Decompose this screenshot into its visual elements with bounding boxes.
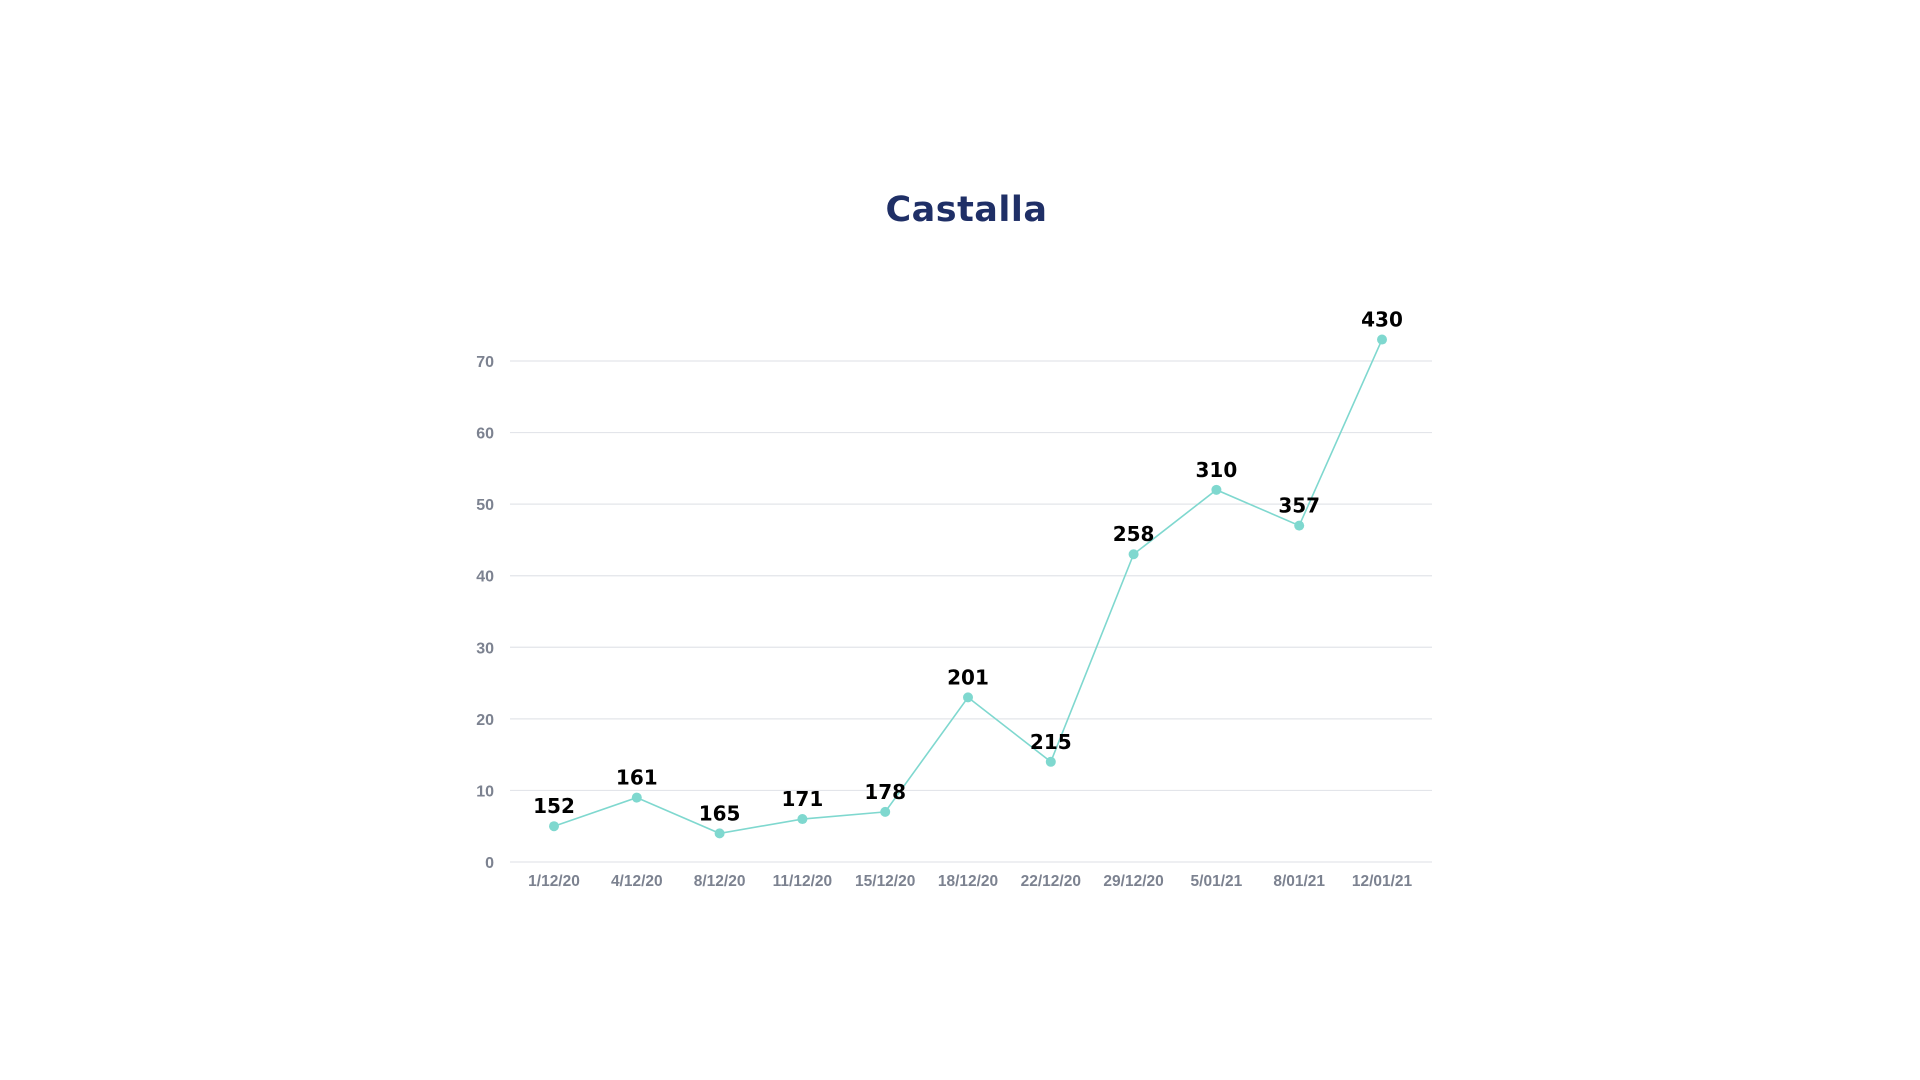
data-point (549, 821, 559, 832)
data-label: 161 (616, 766, 658, 790)
x-tick-label: 11/12/20 (773, 873, 832, 890)
data-point (880, 806, 891, 817)
data-point (1294, 520, 1305, 531)
x-tick-label: 18/12/20 (938, 873, 998, 890)
data-point (631, 792, 642, 803)
data-label: 258 (1113, 522, 1155, 546)
y-tick-label: 40 (476, 569, 494, 586)
x-tick-label: 22/12/20 (1021, 873, 1081, 890)
data-point (714, 828, 725, 839)
y-tick-label: 60 (476, 426, 494, 443)
x-tick-label: 29/12/20 (1103, 873, 1163, 890)
x-tick-label: 12/01/21 (1352, 873, 1413, 890)
series (549, 334, 1387, 839)
data-label: 430 (1361, 308, 1403, 332)
series-line (553, 339, 1383, 835)
data-point (963, 692, 973, 703)
y-tick-label: 10 (476, 783, 494, 800)
y-tick-label: 20 (476, 712, 494, 729)
data-label: 152 (533, 794, 575, 818)
data-label: 310 (1196, 458, 1238, 482)
data-label: 171 (782, 787, 824, 811)
x-tick-label: 4/12/20 (611, 873, 663, 890)
grid (510, 360, 1432, 863)
data-labels: 152 161 165 171 178 201 215 258 310 357 430 (533, 308, 1403, 826)
data-point (1377, 334, 1387, 345)
x-tick-label: 8/01/21 (1273, 873, 1325, 890)
x-tick-label: 1/12/20 (528, 873, 580, 890)
data-label: 357 (1278, 494, 1320, 518)
data-label: 215 (1030, 730, 1072, 754)
y-tick-label: 0 (485, 855, 494, 872)
x-tick-label: 8/12/20 (694, 873, 746, 890)
data-point (1211, 484, 1222, 495)
data-label: 165 (699, 801, 741, 825)
x-tick-label: 15/12/20 (855, 873, 915, 890)
chart-title: Castalla (885, 190, 1048, 230)
data-label: 178 (864, 780, 906, 804)
y-tick-label: 50 (476, 497, 494, 514)
y-tick-label: 70 (476, 354, 494, 371)
y-axis: 0 10 20 30 40 50 60 70 (476, 354, 494, 872)
x-axis: 1/12/20 4/12/20 8/12/20 11/12/20 15/12/20 18/… (528, 873, 1412, 890)
data-point (1045, 756, 1056, 767)
data-point (1128, 549, 1139, 560)
y-tick-label: 30 (476, 640, 494, 657)
data-point (797, 814, 808, 825)
x-tick-label: 5/01/21 (1191, 873, 1243, 890)
data-label: 201 (947, 665, 989, 689)
